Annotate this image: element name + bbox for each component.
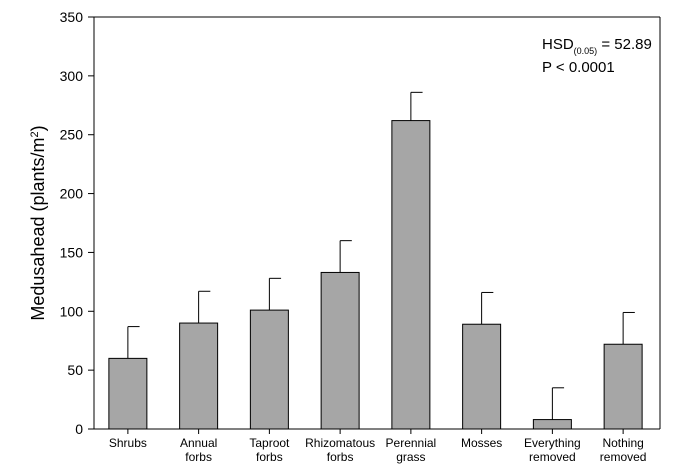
y-tick-label: 350	[60, 9, 84, 25]
y-tick-label: 150	[60, 244, 84, 260]
bar	[108, 357, 148, 430]
x-category-label: Nothing	[602, 436, 643, 450]
x-category-label: grass	[396, 450, 425, 464]
y-tick-label: 100	[60, 303, 84, 319]
hsd-subscript: (0.05)	[574, 46, 598, 56]
y-axis-title-end: )	[28, 125, 48, 131]
bar	[391, 120, 431, 430]
x-category-label: Perennial	[386, 436, 437, 450]
x-category-label: Annual	[180, 436, 217, 450]
y-axis-title: Medusahead (plants/m2)	[28, 125, 48, 320]
chart-axes	[93, 16, 661, 430]
bars	[108, 91, 643, 430]
x-category-label: Rhizomatous	[305, 436, 375, 450]
x-category-label: forbs	[185, 450, 212, 464]
x-category-label: Mosses	[461, 436, 502, 450]
y-ticks: 0 50 100 150 200 250 300 350	[60, 9, 94, 437]
category-labels: Shrubs AnnualforbsTaprootforbsRhizomatous…	[109, 429, 647, 464]
x-category-label: Everything	[524, 436, 581, 450]
x-category-label: removed	[529, 450, 576, 464]
y-tick-label: 300	[60, 68, 84, 84]
y-tick-label: 50	[67, 362, 83, 378]
hsd-value: = 52.89	[597, 36, 652, 53]
bar	[532, 419, 572, 430]
y-tick-label: 250	[60, 127, 84, 143]
p-value-annotation: P < 0.0001	[542, 59, 615, 76]
bar	[249, 309, 289, 430]
hsd-annotation: HSD(0.05) = 52.89	[542, 36, 652, 56]
y-axis-title-sup: 2	[29, 131, 41, 137]
bar	[179, 322, 219, 430]
hsd-prefix: HSD	[542, 36, 574, 53]
bar	[320, 271, 360, 430]
y-tick-label: 200	[60, 186, 84, 202]
x-category-label: forbs	[327, 450, 354, 464]
bar	[462, 323, 502, 430]
x-category-label: Taproot	[249, 436, 290, 450]
y-axis-title-main: Medusahead (plants/m	[28, 138, 48, 321]
x-category-label: Shrubs	[109, 436, 147, 450]
x-category-label: forbs	[256, 450, 283, 464]
y-tick-label: 0	[75, 421, 83, 437]
x-category-label: removed	[600, 450, 647, 464]
bar	[603, 343, 643, 430]
